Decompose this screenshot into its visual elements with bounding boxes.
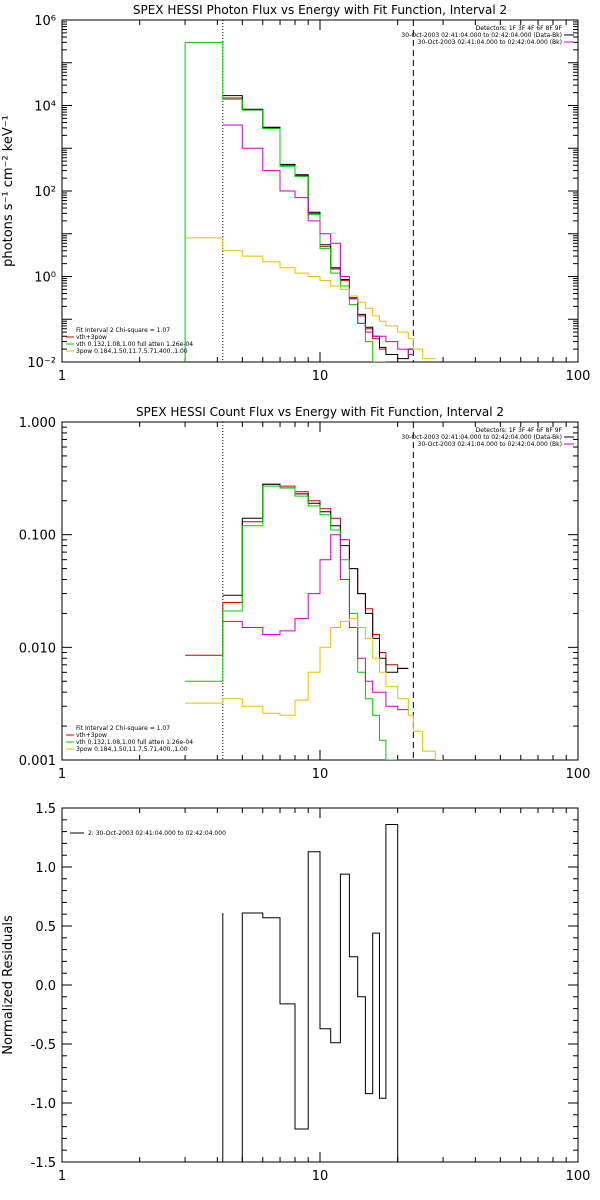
legend-residual: 2: 30-Oct-2003 02:41:04.000 to 02:42:04.… — [88, 830, 226, 837]
y-tick-label: 1.000 — [19, 416, 56, 431]
plot-frame — [61, 19, 579, 363]
legend-fit-line: 3pow 0.184,1.50,11.7,5.71,400.,1.00 — [76, 746, 188, 753]
legend-fit-line: Fit Interval 2 Chi-square = 1.07 — [76, 725, 170, 732]
y-tick-label: 0.100 — [19, 529, 56, 544]
y-tick-label: 10⁰ — [34, 271, 56, 286]
y-tick-label: 0.5 — [35, 920, 56, 935]
x-tick-label: 10 — [312, 1169, 329, 1184]
x-tick-label: 10 — [312, 767, 329, 782]
series-line-2 — [222, 95, 414, 360]
series-line-2 — [222, 483, 409, 673]
y-tick-label: 0.0 — [35, 979, 56, 994]
x-tick-label: 1 — [58, 369, 66, 384]
y-tick-label: 10² — [34, 185, 56, 200]
x-tick-label: 1 — [58, 767, 66, 782]
y-axis-label: photons s⁻¹ cm⁻² keV⁻¹ — [1, 115, 16, 267]
y-axis-label: Normalized Residuals — [1, 915, 16, 1055]
series-line-4 — [222, 124, 414, 355]
legend-fit-line: 3pow 0.184,1.50,11.7,5.71,400.,1.00 — [76, 348, 188, 355]
series-line-3 — [185, 485, 398, 760]
y-tick-label: 1.0 — [35, 861, 56, 876]
chart-title: SPEX HESSI Photon Flux vs Energy with Fi… — [133, 3, 507, 17]
series-line-5 — [185, 237, 436, 360]
legend-fit-line: vth 0.132,1.08,1.00 full atten 1.26e-04 — [76, 341, 193, 348]
y-tick-label: -0.5 — [31, 1038, 56, 1053]
data-area — [222, 824, 414, 1162]
chart-title: SPEX HESSI Count Flux vs Energy with Fit… — [136, 405, 504, 419]
legend-header-line: 30-Oct-2003 02:41:04.000 to 02:42:04.000… — [418, 441, 562, 448]
y-tick-label: 10⁻² — [27, 356, 56, 371]
panel-1: SPEX HESSI Photon Flux vs Energy with Fi… — [1, 3, 590, 384]
series-line-3 — [185, 41, 386, 362]
y-tick-label: -1.5 — [31, 1156, 56, 1171]
data-area — [185, 483, 444, 760]
legend-header-line: Detectors: 1F 3F 4F 6F 8F 9F — [476, 25, 563, 32]
legend-fit-line: Fit Interval 2 Chi-square = 1.07 — [76, 327, 170, 334]
legend-header-line: Detectors: 1F 3F 4F 6F 8F 9F — [476, 427, 563, 434]
legend-fit-line: vth 0.132,1.08,1.00 full atten 1.26e-04 — [76, 739, 193, 746]
series-line-1 — [222, 824, 414, 1162]
series-line-1 — [222, 97, 386, 350]
legend-header-line: 30-Oct-2003 02:41:04.000 to 02:42:04.000… — [418, 39, 562, 46]
series-line-5 — [185, 618, 444, 760]
legend-fit-line: vth+3pow — [76, 334, 107, 341]
panel-3: 1 10 100 -1.5 -1.0 -0.5 0.0 0.5 1.0 1.5 Normalized… — [1, 802, 590, 1184]
data-area — [184, 41, 436, 362]
y-tick-label: 10⁴ — [34, 100, 56, 115]
y-tick-label: 0.010 — [19, 641, 56, 656]
legend-header-line: 30-Oct-2003 02:41:04.000 to 02:42:04.000… — [401, 434, 562, 441]
y-tick-label: 0.001 — [19, 754, 56, 769]
series-line-1 — [185, 483, 409, 669]
legend-fit-line: vth+3pow — [76, 732, 107, 739]
series-line-4 — [222, 534, 409, 711]
x-tick-label: 100 — [566, 1169, 591, 1184]
y-tick-label: 1.5 — [35, 802, 56, 817]
x-tick-label: 100 — [566, 369, 591, 384]
panel-2: SPEX HESSI Count Flux vs Energy with Fit… — [19, 405, 591, 782]
y-tick-label: 10⁶ — [34, 14, 56, 29]
x-tick-label: 100 — [566, 767, 591, 782]
x-tick-label: 10 — [312, 369, 329, 384]
legend-header-line: 30-Oct-2003 02:41:04.000 to 02:42:04.000… — [401, 32, 562, 39]
x-tick-label: 1 — [58, 1169, 66, 1184]
y-tick-label: -1.0 — [31, 1097, 56, 1112]
